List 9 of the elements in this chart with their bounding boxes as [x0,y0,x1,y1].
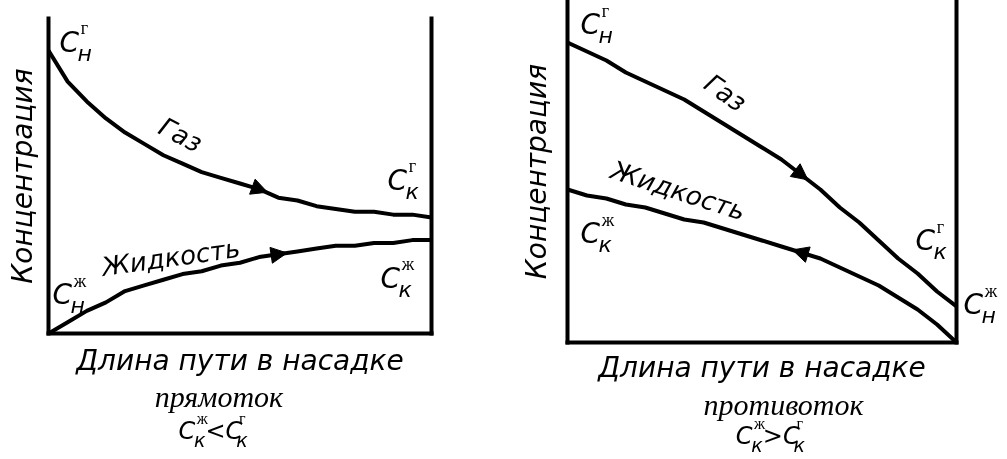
x-axis-title: Длина пути в насадке [74,343,404,377]
text: Газ [154,111,208,159]
x-axis-title: Длина пути в насадке [596,350,926,384]
text: Газ [698,67,753,118]
text: противоток [703,388,865,421]
text: прямоток [154,380,285,413]
y-axis-title: Концентрация [519,63,553,280]
y-axis-title: Концентрация [5,68,39,284]
text: Жидкость [98,232,243,283]
